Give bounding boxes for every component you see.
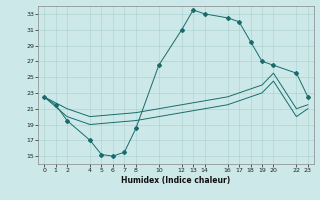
- X-axis label: Humidex (Indice chaleur): Humidex (Indice chaleur): [121, 176, 231, 185]
